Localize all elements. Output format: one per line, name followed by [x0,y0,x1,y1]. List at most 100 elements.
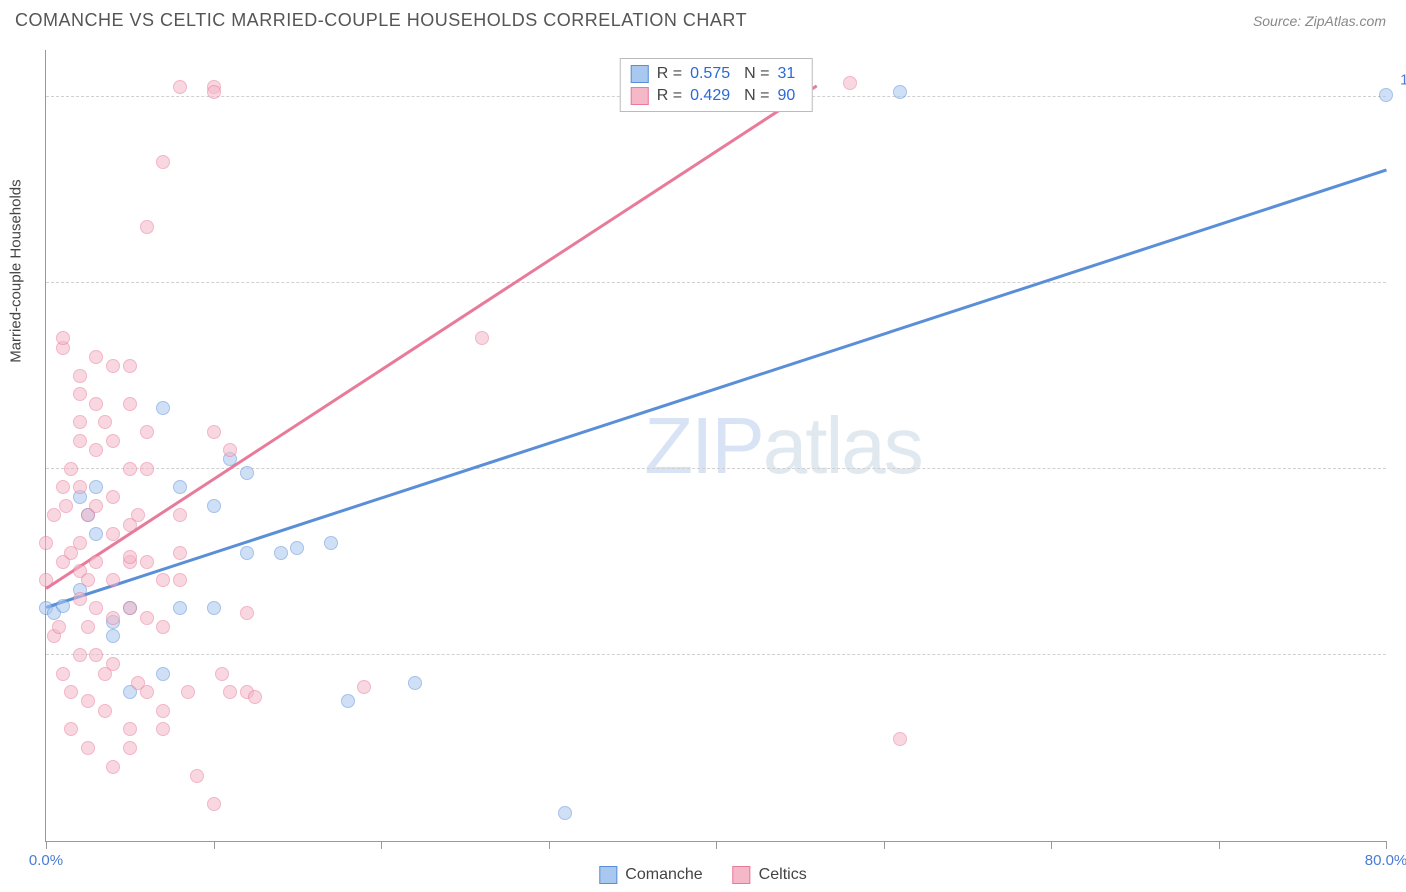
data-point [156,620,170,634]
data-point [106,434,120,448]
x-tick [716,841,717,849]
data-point [73,387,87,401]
data-point [73,592,87,606]
data-point [89,443,103,457]
data-point [106,527,120,541]
stat-r-value: 0.575 [690,65,730,83]
stats-box: R = 0.575 N = 31 R =0.429N =90 [620,58,813,112]
chart-container: Married-couple Households ZIPatlas 40.0%… [45,50,1386,842]
data-point [106,611,120,625]
data-point [843,76,857,90]
data-point [106,760,120,774]
data-point [89,601,103,615]
data-point [52,620,66,634]
data-point [357,680,371,694]
data-point [207,499,221,513]
data-point [140,555,154,569]
data-point [207,797,221,811]
data-point [341,694,355,708]
data-point [207,601,221,615]
x-tick [884,841,885,849]
data-point [558,806,572,820]
data-point [893,732,907,746]
data-point [81,620,95,634]
data-point [123,601,137,615]
legend-item: Comanche [599,866,702,884]
data-point [140,685,154,699]
data-point [64,462,78,476]
data-point [73,536,87,550]
data-point [123,462,137,476]
gridline [46,654,1386,655]
stat-n-label: N = [744,65,769,83]
trend-line [46,169,1387,609]
data-point [324,536,338,550]
data-point [56,599,70,613]
data-point [56,480,70,494]
data-point [190,769,204,783]
series-swatch [631,87,649,105]
data-point [140,611,154,625]
data-point [240,466,254,480]
data-point [123,722,137,736]
gridline [46,282,1386,283]
data-point [98,704,112,718]
data-point [140,425,154,439]
data-point [81,694,95,708]
stats-row: R = 0.575 N = 31 [631,63,802,85]
data-point [64,685,78,699]
data-point [123,397,137,411]
data-point [123,741,137,755]
data-point [89,527,103,541]
data-point [156,401,170,415]
legend-swatch [733,866,751,884]
data-point [408,676,422,690]
data-point [475,331,489,345]
data-point [181,685,195,699]
data-point [89,499,103,513]
data-point [173,601,187,615]
data-point [89,480,103,494]
data-point [173,480,187,494]
stat-n-label: N = [744,87,769,105]
data-point [73,415,87,429]
data-point [56,331,70,345]
data-point [156,704,170,718]
stat-r-label: R = [657,65,682,83]
legend-label: Comanche [625,866,702,884]
x-tick-label: 80.0% [1365,852,1406,869]
data-point [39,536,53,550]
stat-n-value: 31 [777,65,795,83]
data-point [240,546,254,560]
x-tick [1051,841,1052,849]
data-point [106,359,120,373]
data-point [207,85,221,99]
x-tick-label: 0.0% [29,852,63,869]
data-point [73,434,87,448]
data-point [240,606,254,620]
data-point [106,657,120,671]
data-point [893,85,907,99]
data-point [173,508,187,522]
x-tick [1219,841,1220,849]
data-point [131,508,145,522]
stats-row: R =0.429N =90 [631,85,802,107]
data-point [274,546,288,560]
data-point [173,546,187,560]
data-point [81,741,95,755]
data-point [156,722,170,736]
data-point [73,369,87,383]
x-tick [1386,841,1387,849]
series-swatch [631,65,649,83]
data-point [290,541,304,555]
legend: ComancheCeltics [599,866,806,884]
data-point [56,667,70,681]
data-point [140,220,154,234]
legend-swatch [599,866,617,884]
data-point [89,397,103,411]
watermark-bold: ZIP [644,401,762,490]
data-point [106,490,120,504]
data-point [98,415,112,429]
data-point [173,573,187,587]
stat-r-label: R = [657,87,682,105]
